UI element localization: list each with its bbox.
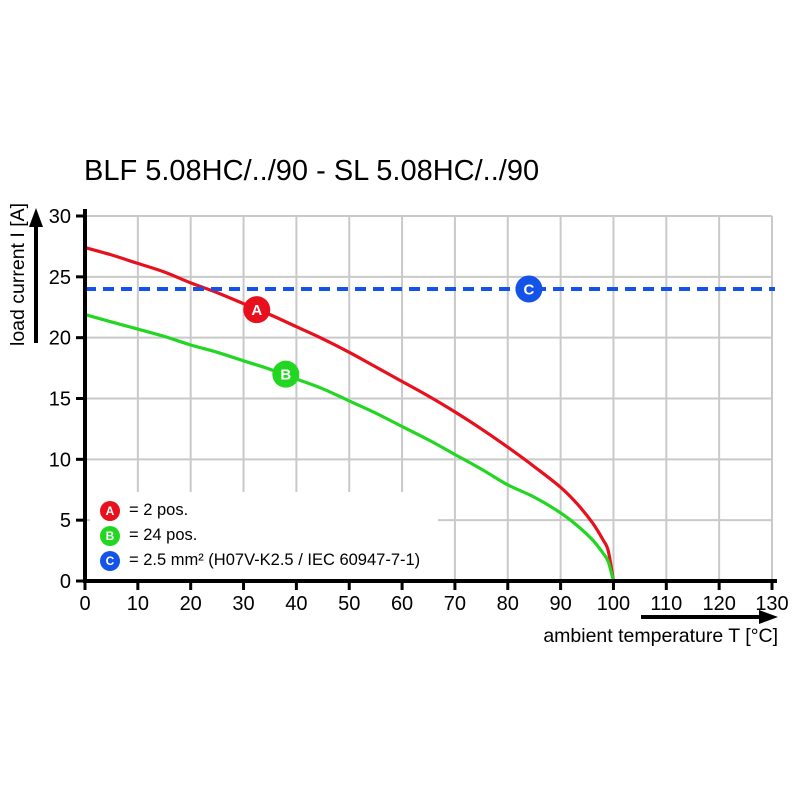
- legend-label-c: = 2.5 mm² (H07V-K2.5 / IEC 60947-7-1): [129, 551, 421, 569]
- curve-layer: [84, 246, 775, 582]
- x-axis-title: ambient temperature T [°C]: [543, 625, 778, 647]
- legend-item-b: B = 24 pos.: [100, 525, 438, 546]
- chart-title: BLF 5.08HC/../90 - SL 5.08HC/../90: [84, 155, 540, 187]
- series-a-badge: A: [100, 500, 120, 521]
- x-axis-arrow-icon: [641, 610, 778, 624]
- y-axis-arrow-icon: [29, 208, 43, 343]
- y-tick-label-25: 25: [49, 267, 71, 289]
- x-tick-label-90: 90: [549, 593, 571, 615]
- x-tick-label-100: 100: [597, 593, 630, 615]
- legend-item-c: C = 2.5 mm² (H07V-K2.5 / IEC 60947-7-1): [100, 550, 438, 571]
- curve-marker-A: A: [243, 296, 271, 324]
- x-tick-label-20: 20: [180, 593, 202, 615]
- legend-item-a: A = 2 pos.: [100, 500, 438, 521]
- curve-A: [84, 246, 616, 582]
- series-c-badge: C: [100, 550, 120, 571]
- marker-circle-A: [243, 296, 271, 324]
- y-tick-label-5: 5: [60, 510, 71, 532]
- x-tick-label-50: 50: [338, 593, 360, 615]
- x-tick-label-10: 10: [127, 593, 149, 615]
- marker-layer: A B C: [243, 275, 543, 388]
- legend-label-b: = 24 pos.: [129, 526, 198, 544]
- legend-label-a: = 2 pos.: [129, 501, 189, 519]
- marker-letter-C: C: [523, 282, 534, 299]
- curve-marker-B: B: [272, 360, 300, 388]
- x-tick-label-110: 110: [650, 593, 682, 615]
- curve-B: [84, 313, 616, 582]
- marker-circle-B: [272, 360, 300, 388]
- x-tick-label-0: 0: [79, 593, 90, 615]
- y-tick-label-30: 30: [49, 206, 71, 228]
- y-tick-label-20: 20: [49, 328, 71, 350]
- marker-letter-A: A: [251, 302, 262, 319]
- marker-letter-B: B: [280, 367, 291, 384]
- x-tick-label-80: 80: [497, 593, 519, 615]
- legend: A = 2 pos. B = 24 pos. C = 2.5 mm² (H07V…: [90, 492, 438, 579]
- x-tick-label-70: 70: [444, 593, 466, 615]
- y-tick-label-15: 15: [49, 389, 71, 411]
- x-tick-label-30: 30: [232, 593, 254, 615]
- x-tick-label-130: 130: [755, 593, 788, 615]
- y-tick-label-0: 0: [60, 571, 71, 593]
- x-tick-label-120: 120: [702, 593, 735, 615]
- x-tick-label-60: 60: [391, 593, 413, 615]
- curve-marker-C: C: [515, 275, 543, 303]
- y-axis-title: load current I [A]: [7, 203, 29, 346]
- axis-layer: [76, 209, 777, 590]
- marker-circle-C: [515, 275, 543, 303]
- series-b-badge: B: [100, 525, 120, 546]
- tick-label-layer: 0 10 20 30 40 50 60 70 80 90 100 110 120 130 0 5 10 15 20 2…: [49, 206, 789, 615]
- y-tick-label-10: 10: [49, 449, 71, 471]
- x-tick-label-40: 40: [285, 593, 307, 615]
